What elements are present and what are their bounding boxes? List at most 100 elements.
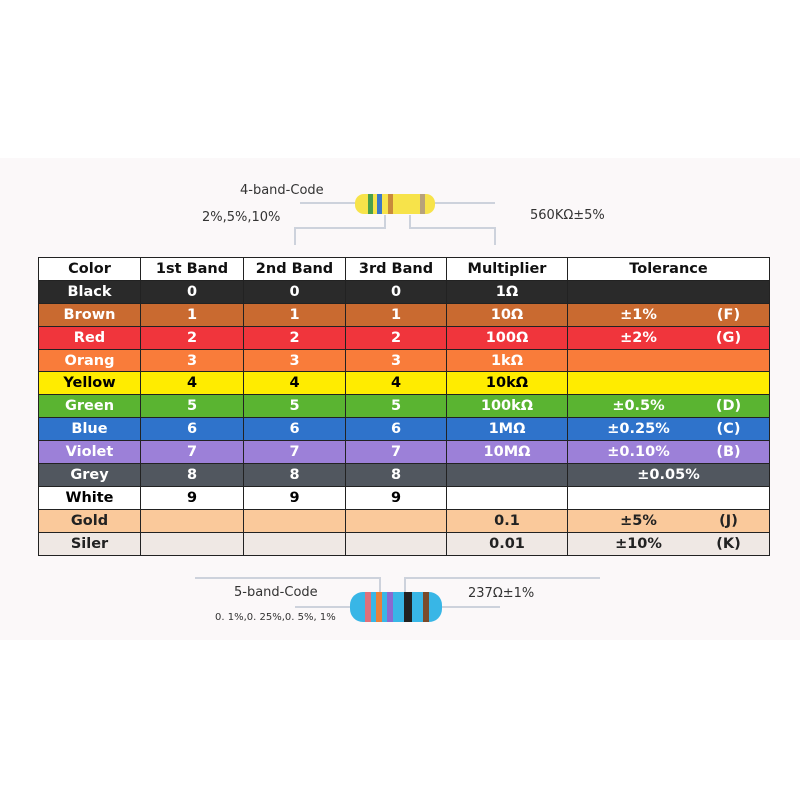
- cell: 4: [140, 371, 244, 396]
- cell: Gold: [38, 508, 141, 533]
- cell: 1: [140, 302, 244, 327]
- five-band-title: 5-band-Code: [234, 585, 318, 600]
- cell: 100kΩ: [446, 394, 568, 419]
- tolerance-cell: ±0.10% (B): [567, 440, 770, 465]
- cell: 4: [243, 371, 346, 396]
- cell: 8: [345, 463, 447, 487]
- tolerance-code: (D): [715, 398, 742, 415]
- tolerance-cell: ±0.05%: [567, 463, 770, 487]
- tolerance-code: (B): [716, 444, 741, 461]
- tolerance-cell: ±10% (K): [567, 531, 770, 556]
- cell: 5: [345, 394, 447, 419]
- cell: 1kΩ: [446, 348, 568, 373]
- column-header: Color: [38, 257, 141, 281]
- tolerance: ±5%: [620, 512, 657, 529]
- tolerance-cell: ±1% (F): [567, 302, 770, 327]
- cell: 6: [345, 417, 447, 442]
- column-header: Multiplier: [446, 257, 568, 281]
- resistor-4-band: [355, 194, 435, 214]
- tolerance: ±0.25%: [607, 421, 670, 438]
- cell: 1Ω: [446, 279, 568, 304]
- column-header: 3rd Band: [345, 257, 447, 281]
- cell: 1MΩ: [446, 417, 568, 442]
- cell: 9: [345, 485, 447, 510]
- cell: 10kΩ: [446, 371, 568, 396]
- cell: Black: [38, 279, 141, 304]
- tolerance-cell: ±2% (G): [567, 325, 770, 350]
- cell: 1: [243, 302, 346, 327]
- cell: [243, 508, 346, 533]
- table-row: Orang 3 3 3 1kΩ: [38, 348, 770, 373]
- cell: 10Ω: [446, 302, 568, 327]
- four-band-tolerances: 2%,5%,10%: [202, 210, 281, 225]
- cell: Yellow: [38, 371, 141, 396]
- tolerance-cell: [567, 279, 770, 304]
- cell: Green: [38, 394, 141, 419]
- tolerance-code: (C): [716, 421, 741, 438]
- tolerance: ±0.5%: [612, 398, 665, 415]
- cell: Siler: [38, 531, 141, 556]
- tolerance: ±0.10%: [607, 444, 670, 461]
- tolerance-code: (J): [719, 512, 738, 529]
- header-row: Color 1st Band 2nd Band 3rd Band Multiplier T…: [38, 257, 770, 281]
- tolerance-code: (F): [716, 306, 741, 323]
- cell: [243, 531, 346, 556]
- column-header: 2nd Band: [243, 257, 346, 281]
- connectors: [195, 202, 600, 608]
- tolerance-cell: ±5% (J): [567, 508, 770, 533]
- cell: 3: [345, 348, 447, 373]
- cell: Blue: [38, 417, 141, 442]
- cell: 9: [140, 485, 244, 510]
- cell: Red: [38, 325, 141, 350]
- cell: 2: [140, 325, 244, 350]
- cell: 8: [140, 463, 244, 487]
- tolerance: ±2%: [620, 329, 657, 346]
- table-row: Gold 0.1 ±5% (J): [38, 508, 770, 533]
- five-band-tolerances: 0. 1%,0. 25%,0. 5%, 1%: [215, 612, 336, 623]
- tolerance-cell: [567, 371, 770, 396]
- tolerance: ±0.05%: [637, 466, 700, 483]
- four-band-title: 4-band-Code: [240, 183, 324, 198]
- cell: 0: [345, 279, 447, 304]
- cell: 8: [243, 463, 346, 487]
- table-row: Yellow 4 4 4 10kΩ: [38, 371, 770, 396]
- tolerance-code: (K): [716, 535, 741, 552]
- cell: 3: [243, 348, 346, 373]
- table-row: Grey 8 8 8 ±0.05%: [38, 463, 770, 487]
- column-header: Tolerance: [567, 257, 770, 281]
- cell: Brown: [38, 302, 141, 327]
- cell: [446, 485, 568, 510]
- cell: 3: [140, 348, 244, 373]
- cell: 0: [243, 279, 346, 304]
- cell: [345, 508, 447, 533]
- table-row: White 9 9 9: [38, 485, 770, 510]
- cell: [140, 531, 244, 556]
- cell: 6: [140, 417, 244, 442]
- color-code-table: Color 1st Band 2nd Band 3rd Band Multiplier T…: [38, 257, 770, 556]
- cell: 1: [345, 302, 447, 327]
- table-row: Black 0 0 0 1Ω: [38, 279, 770, 304]
- table-row: Blue 6 6 6 1MΩ ±0.25% (C): [38, 417, 770, 442]
- cell: Grey: [38, 463, 141, 487]
- tolerance-cell: ±0.25% (C): [567, 417, 770, 442]
- table-row: Brown 1 1 1 10Ω ±1% (F): [38, 302, 770, 327]
- tolerance-code: (G): [715, 329, 742, 346]
- tolerance-cell: [567, 485, 770, 510]
- tolerance: ±10%: [615, 535, 662, 552]
- table-row: Violet 7 7 7 10MΩ ±0.10% (B): [38, 440, 770, 465]
- cell: Violet: [38, 440, 141, 465]
- table-row: Green 5 5 5 100kΩ ±0.5% (D): [38, 394, 770, 419]
- five-band-example: 237Ω±1%: [468, 586, 535, 601]
- cell: 7: [345, 440, 447, 465]
- column-header: 1st Band: [140, 257, 244, 281]
- cell: 0.01: [446, 531, 568, 556]
- tolerance: ±1%: [620, 306, 657, 323]
- table-row: Red 2 2 2 100Ω ±2% (G): [38, 325, 770, 350]
- cell: 10MΩ: [446, 440, 568, 465]
- cell: 0.1: [446, 508, 568, 533]
- cell: 2: [243, 325, 346, 350]
- cell: [140, 508, 244, 533]
- cell: 100Ω: [446, 325, 568, 350]
